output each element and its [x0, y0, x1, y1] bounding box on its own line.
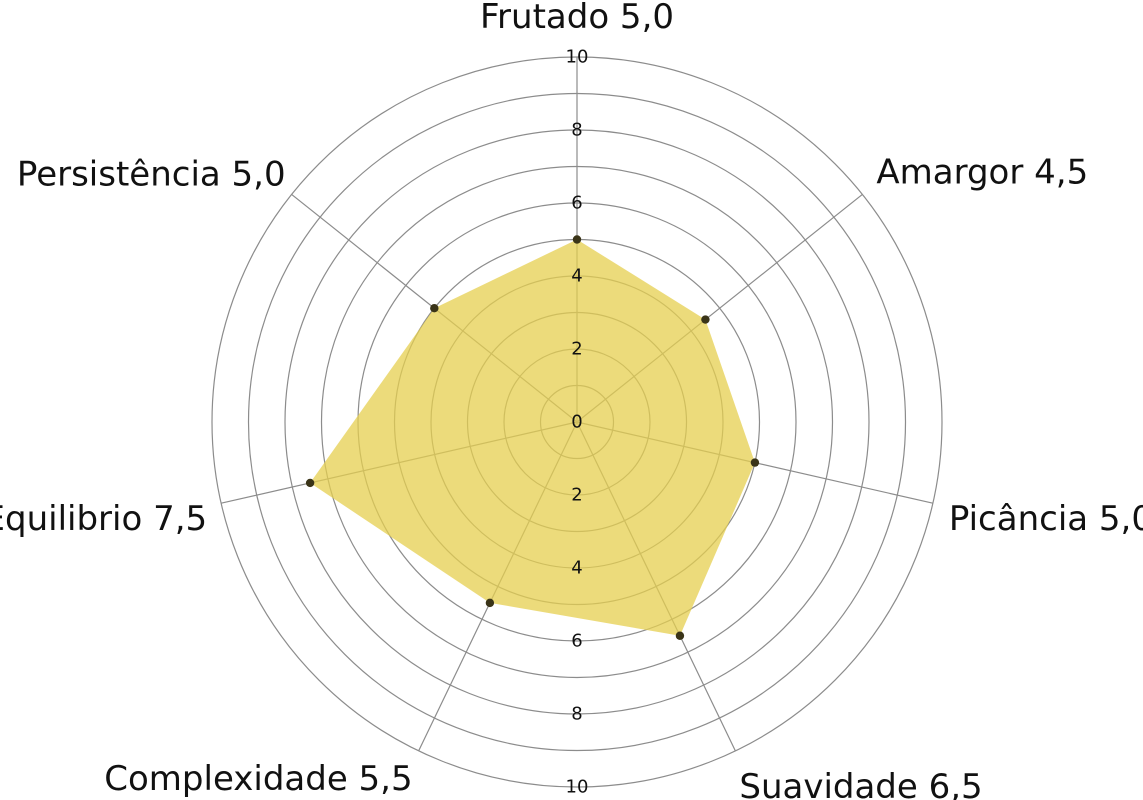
data-point	[305, 478, 315, 488]
data-area	[310, 239, 755, 636]
data-points	[305, 235, 760, 640]
tick-label: 10	[566, 777, 589, 798]
tick-label: 4	[571, 266, 582, 287]
tick-label: 4	[571, 558, 582, 579]
data-point	[430, 304, 439, 313]
axis-label: Picância 5,0	[949, 499, 1143, 539]
tick-labels: 0 2 4 6 8 10 2 4 6 8 10	[566, 47, 589, 798]
tick-label: 2	[571, 339, 582, 360]
tick-label: 10	[566, 47, 589, 68]
axis-label: Amargor 4,5	[876, 152, 1088, 192]
axis-label: Frutado 5,0	[480, 0, 674, 37]
data-point	[750, 458, 760, 467]
data-point	[675, 631, 685, 640]
axis-label: Suavidade 6,5	[739, 767, 982, 800]
tick-label: 6	[571, 193, 582, 214]
axis-label: Complexidade 5,5	[104, 759, 412, 799]
axis-label: Persistência 5,0	[17, 154, 286, 194]
tick-label: 6	[571, 631, 582, 652]
data-point	[572, 235, 582, 244]
data-point	[485, 598, 495, 608]
data-area-group	[310, 239, 755, 636]
tick-label: 8	[571, 704, 582, 725]
tick-label: 8	[571, 120, 582, 141]
data-point	[701, 315, 710, 324]
tick-label: 2	[571, 485, 582, 506]
axis-label: Equilibrio 7,5	[0, 499, 207, 539]
tick-label: 0	[571, 412, 582, 433]
